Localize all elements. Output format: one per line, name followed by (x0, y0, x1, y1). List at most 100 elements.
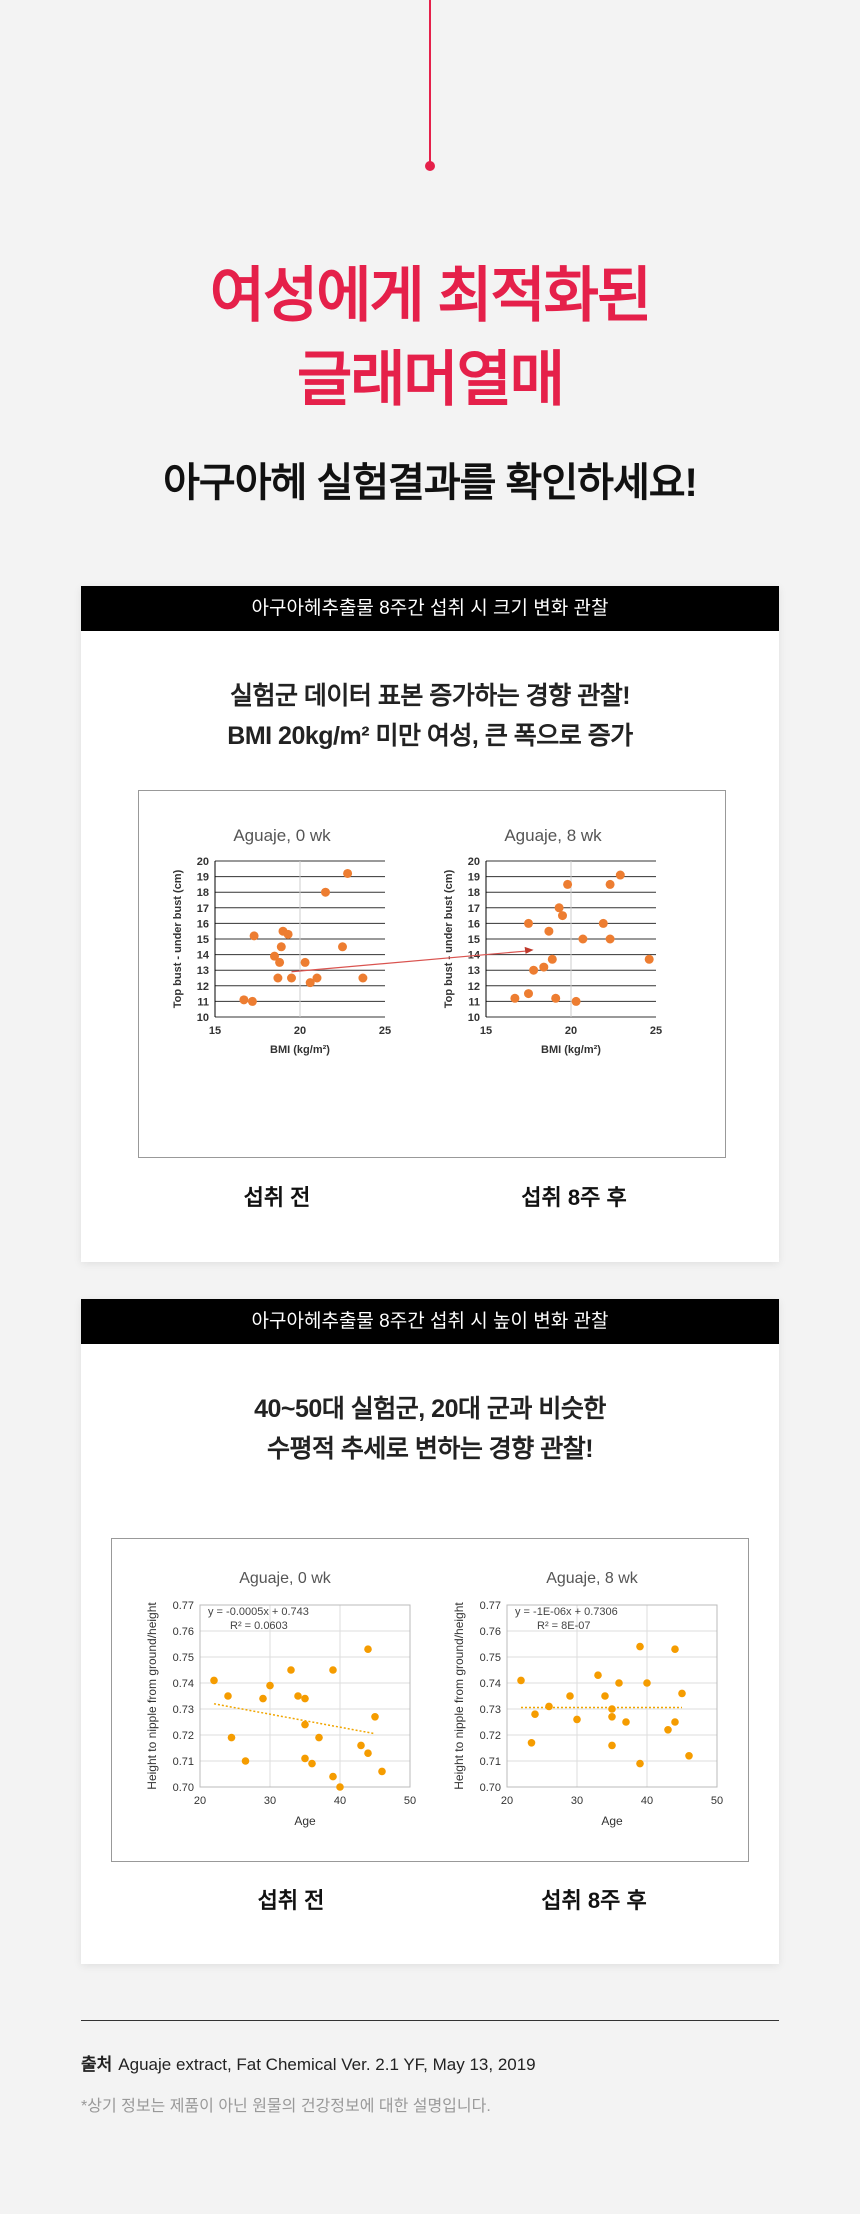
data-point (608, 1705, 616, 1713)
data-point (224, 1692, 232, 1700)
data-point (566, 1692, 574, 1700)
footer-divider (81, 2020, 779, 2021)
hero-subtitle: 아구아헤 실험결과를 확인하세요! (163, 461, 698, 505)
data-point (601, 1692, 609, 1700)
data-point (608, 1741, 616, 1750)
chart-title: Aguaje, 0 wk (233, 826, 331, 845)
y-tick-label: 20 (197, 856, 209, 868)
y-tick-label: 17 (468, 903, 480, 915)
y-tick-label: 15 (468, 934, 480, 946)
hero-title-line1: 여성에게 최적화된 (209, 262, 652, 329)
y-tick-label: 18 (468, 887, 480, 899)
data-point (524, 989, 533, 999)
data-point (247, 996, 257, 1006)
r-squared-label: R² = 8E-07 (537, 1620, 591, 1632)
data-point (527, 1739, 536, 1747)
chart-title: Aguaje, 8 wk (546, 1570, 639, 1587)
data-point (338, 942, 347, 952)
x-tick-label: 30 (264, 1795, 276, 1807)
data-point (636, 1642, 644, 1651)
y-tick-label: 19 (197, 872, 209, 884)
y-tick-label: 0.70 (480, 1782, 501, 1794)
trendline (213, 1703, 376, 1735)
data-point (636, 1759, 644, 1768)
hero-title: 여성에게 최적화된 글래머열매 (0, 254, 860, 422)
y-tick-label: 11 (468, 996, 480, 1008)
y-tick-label: 10 (468, 1012, 480, 1024)
data-point (364, 1645, 372, 1653)
data-point (371, 1713, 379, 1721)
y-tick-label: 0.72 (480, 1730, 501, 1742)
data-point (287, 973, 296, 983)
y-tick-label: 0.77 (173, 1600, 194, 1612)
data-point (305, 978, 315, 988)
x-tick-label: 15 (209, 1025, 221, 1037)
y-tick-label: 0.76 (173, 1626, 194, 1638)
data-point (249, 931, 259, 941)
y-tick-label: 10 (197, 1012, 209, 1024)
data-point (321, 887, 330, 897)
data-point (605, 934, 615, 944)
lead-line-1: 40~50대 실험군, 20대 군과 비슷한 (254, 1395, 606, 1423)
data-point (643, 1679, 651, 1687)
y-tick-label: 0.76 (480, 1626, 501, 1638)
y-tick-label: 13 (197, 965, 209, 977)
x-axis-label: BMI (kg/m²) (270, 1044, 330, 1056)
plot-frame (506, 1604, 718, 1788)
data-point (210, 1676, 218, 1685)
data-point (529, 965, 539, 975)
data-point (573, 1715, 581, 1724)
data-point (315, 1733, 323, 1742)
data-point (283, 929, 293, 939)
data-point (554, 903, 564, 913)
data-point (517, 1676, 525, 1685)
data-point (594, 1671, 602, 1679)
data-point (598, 918, 608, 928)
data-point (358, 973, 368, 983)
y-axis-label: Height to nipple from ground/height (145, 1602, 159, 1790)
y-tick-label: 0.73 (173, 1704, 194, 1716)
data-point (301, 1720, 309, 1729)
data-point (605, 879, 615, 889)
data-point (615, 870, 625, 880)
y-tick-label: 16 (197, 918, 209, 930)
y-tick-label: 0.73 (480, 1704, 501, 1716)
data-point (275, 957, 285, 967)
disclaimer-note: *상기 정보는 제품이 아닌 원물의 건강정보에 대한 설명입니다. (81, 2098, 491, 2115)
hero-title-line2: 글래머열매 (297, 346, 565, 413)
r-squared-label: R² = 0.0603 (230, 1620, 288, 1632)
data-point (239, 995, 249, 1005)
caption-before: 섭취 전 (257, 1888, 325, 1913)
y-tick-label: 0.70 (173, 1782, 194, 1794)
data-point (544, 926, 554, 936)
data-point (539, 962, 549, 972)
data-point (685, 1752, 693, 1760)
comparison-arrow-line (291, 950, 528, 973)
x-tick-label: 20 (565, 1025, 577, 1037)
data-point (273, 973, 283, 983)
y-tick-label: 12 (197, 981, 209, 993)
y-tick-label: 0.74 (173, 1678, 194, 1690)
y-tick-label: 14 (197, 950, 210, 962)
trendline-equation: y = -1E-06x + 0.7306 (515, 1606, 618, 1618)
data-point (510, 993, 520, 1003)
lead-line-1: 실험군 데이터 표본 증가하는 경향 관찰! (229, 682, 631, 710)
data-point (276, 942, 286, 952)
data-point (259, 1694, 267, 1703)
x-tick-label: 25 (379, 1025, 391, 1037)
section-lead: 40~50대 실험군, 20대 군과 비슷한 수평적 추세로 변하는 경향 관찰… (81, 1389, 779, 1469)
data-point (644, 954, 654, 964)
data-point (671, 1718, 679, 1726)
data-point (312, 973, 322, 983)
decorative-vertical-line (429, 0, 431, 164)
plot-frame (199, 1604, 411, 1788)
y-tick-label: 0.71 (173, 1756, 194, 1768)
data-point (545, 1702, 553, 1711)
x-tick-label: 40 (334, 1795, 346, 1807)
data-point (270, 951, 279, 961)
data-point (343, 868, 353, 878)
y-tick-label: 0.72 (173, 1730, 194, 1742)
data-point (558, 911, 567, 921)
data-point (300, 957, 310, 967)
data-point (524, 918, 533, 928)
